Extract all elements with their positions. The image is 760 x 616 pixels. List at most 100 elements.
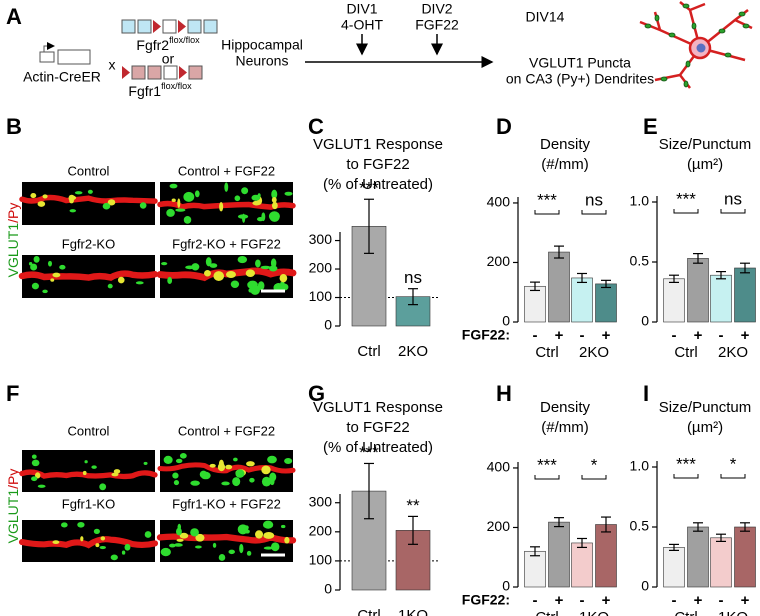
chart-title: Density xyxy=(540,136,591,153)
step-day: DIV2 xyxy=(421,1,452,17)
punctum xyxy=(204,270,211,277)
significance: *** xyxy=(359,179,379,198)
x-tick-label: + xyxy=(602,592,611,609)
punctum xyxy=(37,201,46,207)
x-tick-label: - xyxy=(719,592,724,609)
punctum xyxy=(175,458,183,464)
x-tick-label: + xyxy=(694,592,703,609)
cross-label: x xyxy=(109,57,116,73)
y-tick-label: 300 xyxy=(309,493,333,509)
bar xyxy=(663,547,685,588)
punctum xyxy=(60,522,68,528)
panel-label: D xyxy=(496,114,512,139)
punctum xyxy=(237,214,249,219)
dendrite xyxy=(18,270,159,281)
punctum xyxy=(244,525,249,530)
punctum xyxy=(31,476,38,482)
punctum xyxy=(234,195,241,202)
significance-bracket xyxy=(581,210,607,215)
punctum xyxy=(280,524,286,529)
punctum xyxy=(179,452,187,459)
image-label: Control xyxy=(68,423,110,438)
punctum xyxy=(261,476,272,487)
punctum xyxy=(107,199,116,206)
punctum xyxy=(256,216,264,222)
y-tick-label: 0 xyxy=(641,578,649,594)
y-tick-label: 100 xyxy=(309,288,333,304)
x-tick-label: - xyxy=(580,327,585,344)
stain: VGLUT1 xyxy=(5,223,21,278)
punctum xyxy=(74,191,83,195)
punctum xyxy=(31,459,40,467)
punctum xyxy=(42,289,48,294)
punctum xyxy=(246,550,252,556)
punctum xyxy=(100,536,106,541)
error-bar xyxy=(693,522,703,532)
punctum xyxy=(30,193,37,199)
gene: Fgfr2 xyxy=(136,37,169,53)
error-bar xyxy=(601,516,611,533)
error-bar xyxy=(716,533,726,543)
punctum xyxy=(99,483,107,491)
punctum xyxy=(225,464,233,470)
bar xyxy=(710,274,732,323)
stain-label: VGLUT1/Py xyxy=(5,203,21,278)
image-label: Control + FGF22 xyxy=(178,163,275,178)
punctum xyxy=(190,528,199,537)
bar xyxy=(663,278,685,323)
y-tick-label: 400 xyxy=(487,459,511,475)
x-tick-label: Ctrl xyxy=(357,607,380,616)
fgfr1-allele xyxy=(122,65,203,80)
x-tick-label: - xyxy=(580,592,585,609)
punctum xyxy=(190,480,200,486)
error-bar xyxy=(577,272,587,284)
group-label: Ctrl xyxy=(535,344,558,361)
punctum xyxy=(37,484,46,488)
punctum xyxy=(47,260,53,267)
factor-label: FGF22: xyxy=(462,592,510,608)
significance: * xyxy=(730,454,737,473)
y-tick-label: 100 xyxy=(309,552,333,568)
x-tick-label: - xyxy=(533,592,538,609)
neuron-icon xyxy=(639,1,753,89)
x-tick-label: + xyxy=(602,327,611,344)
panel-label: E xyxy=(643,114,658,139)
punctum xyxy=(247,282,256,287)
promoter-arrow xyxy=(43,42,55,52)
punctum xyxy=(183,191,195,202)
error-bar xyxy=(364,462,374,520)
punctum xyxy=(209,463,216,468)
counterstain: /Py xyxy=(5,203,21,223)
punctum xyxy=(77,521,85,528)
factor-label: FGF22: xyxy=(462,327,510,343)
micrograph xyxy=(156,255,297,298)
punctum xyxy=(169,543,176,548)
bar xyxy=(734,267,756,323)
punctum xyxy=(270,258,277,268)
punctum xyxy=(113,469,121,474)
chart-title: (#/mm) xyxy=(541,156,589,173)
y-tick-label: 0 xyxy=(641,313,649,329)
error-bar xyxy=(740,262,750,274)
punctum xyxy=(263,532,275,539)
punctum xyxy=(255,530,264,539)
group-label: Ctrl xyxy=(674,344,697,361)
group-label: Ctrl xyxy=(535,609,558,616)
panel-label: C xyxy=(308,114,324,139)
punctum xyxy=(235,469,245,478)
dendrite xyxy=(18,536,159,549)
punctum xyxy=(143,461,148,465)
y-tick-label: 0 xyxy=(324,581,332,597)
bar xyxy=(710,537,732,588)
punctum xyxy=(173,543,183,547)
error-bar xyxy=(364,198,374,254)
x-tick-label: + xyxy=(555,327,564,344)
punctum xyxy=(233,457,238,462)
bar xyxy=(548,251,570,323)
endpoint-label: DIV14 xyxy=(526,9,565,25)
error-bar xyxy=(716,271,726,280)
culture-label: Neurons xyxy=(236,53,289,69)
chart-title: VGLUT1 Response xyxy=(313,399,443,416)
error-bar xyxy=(530,546,540,557)
error-bar xyxy=(693,253,703,264)
